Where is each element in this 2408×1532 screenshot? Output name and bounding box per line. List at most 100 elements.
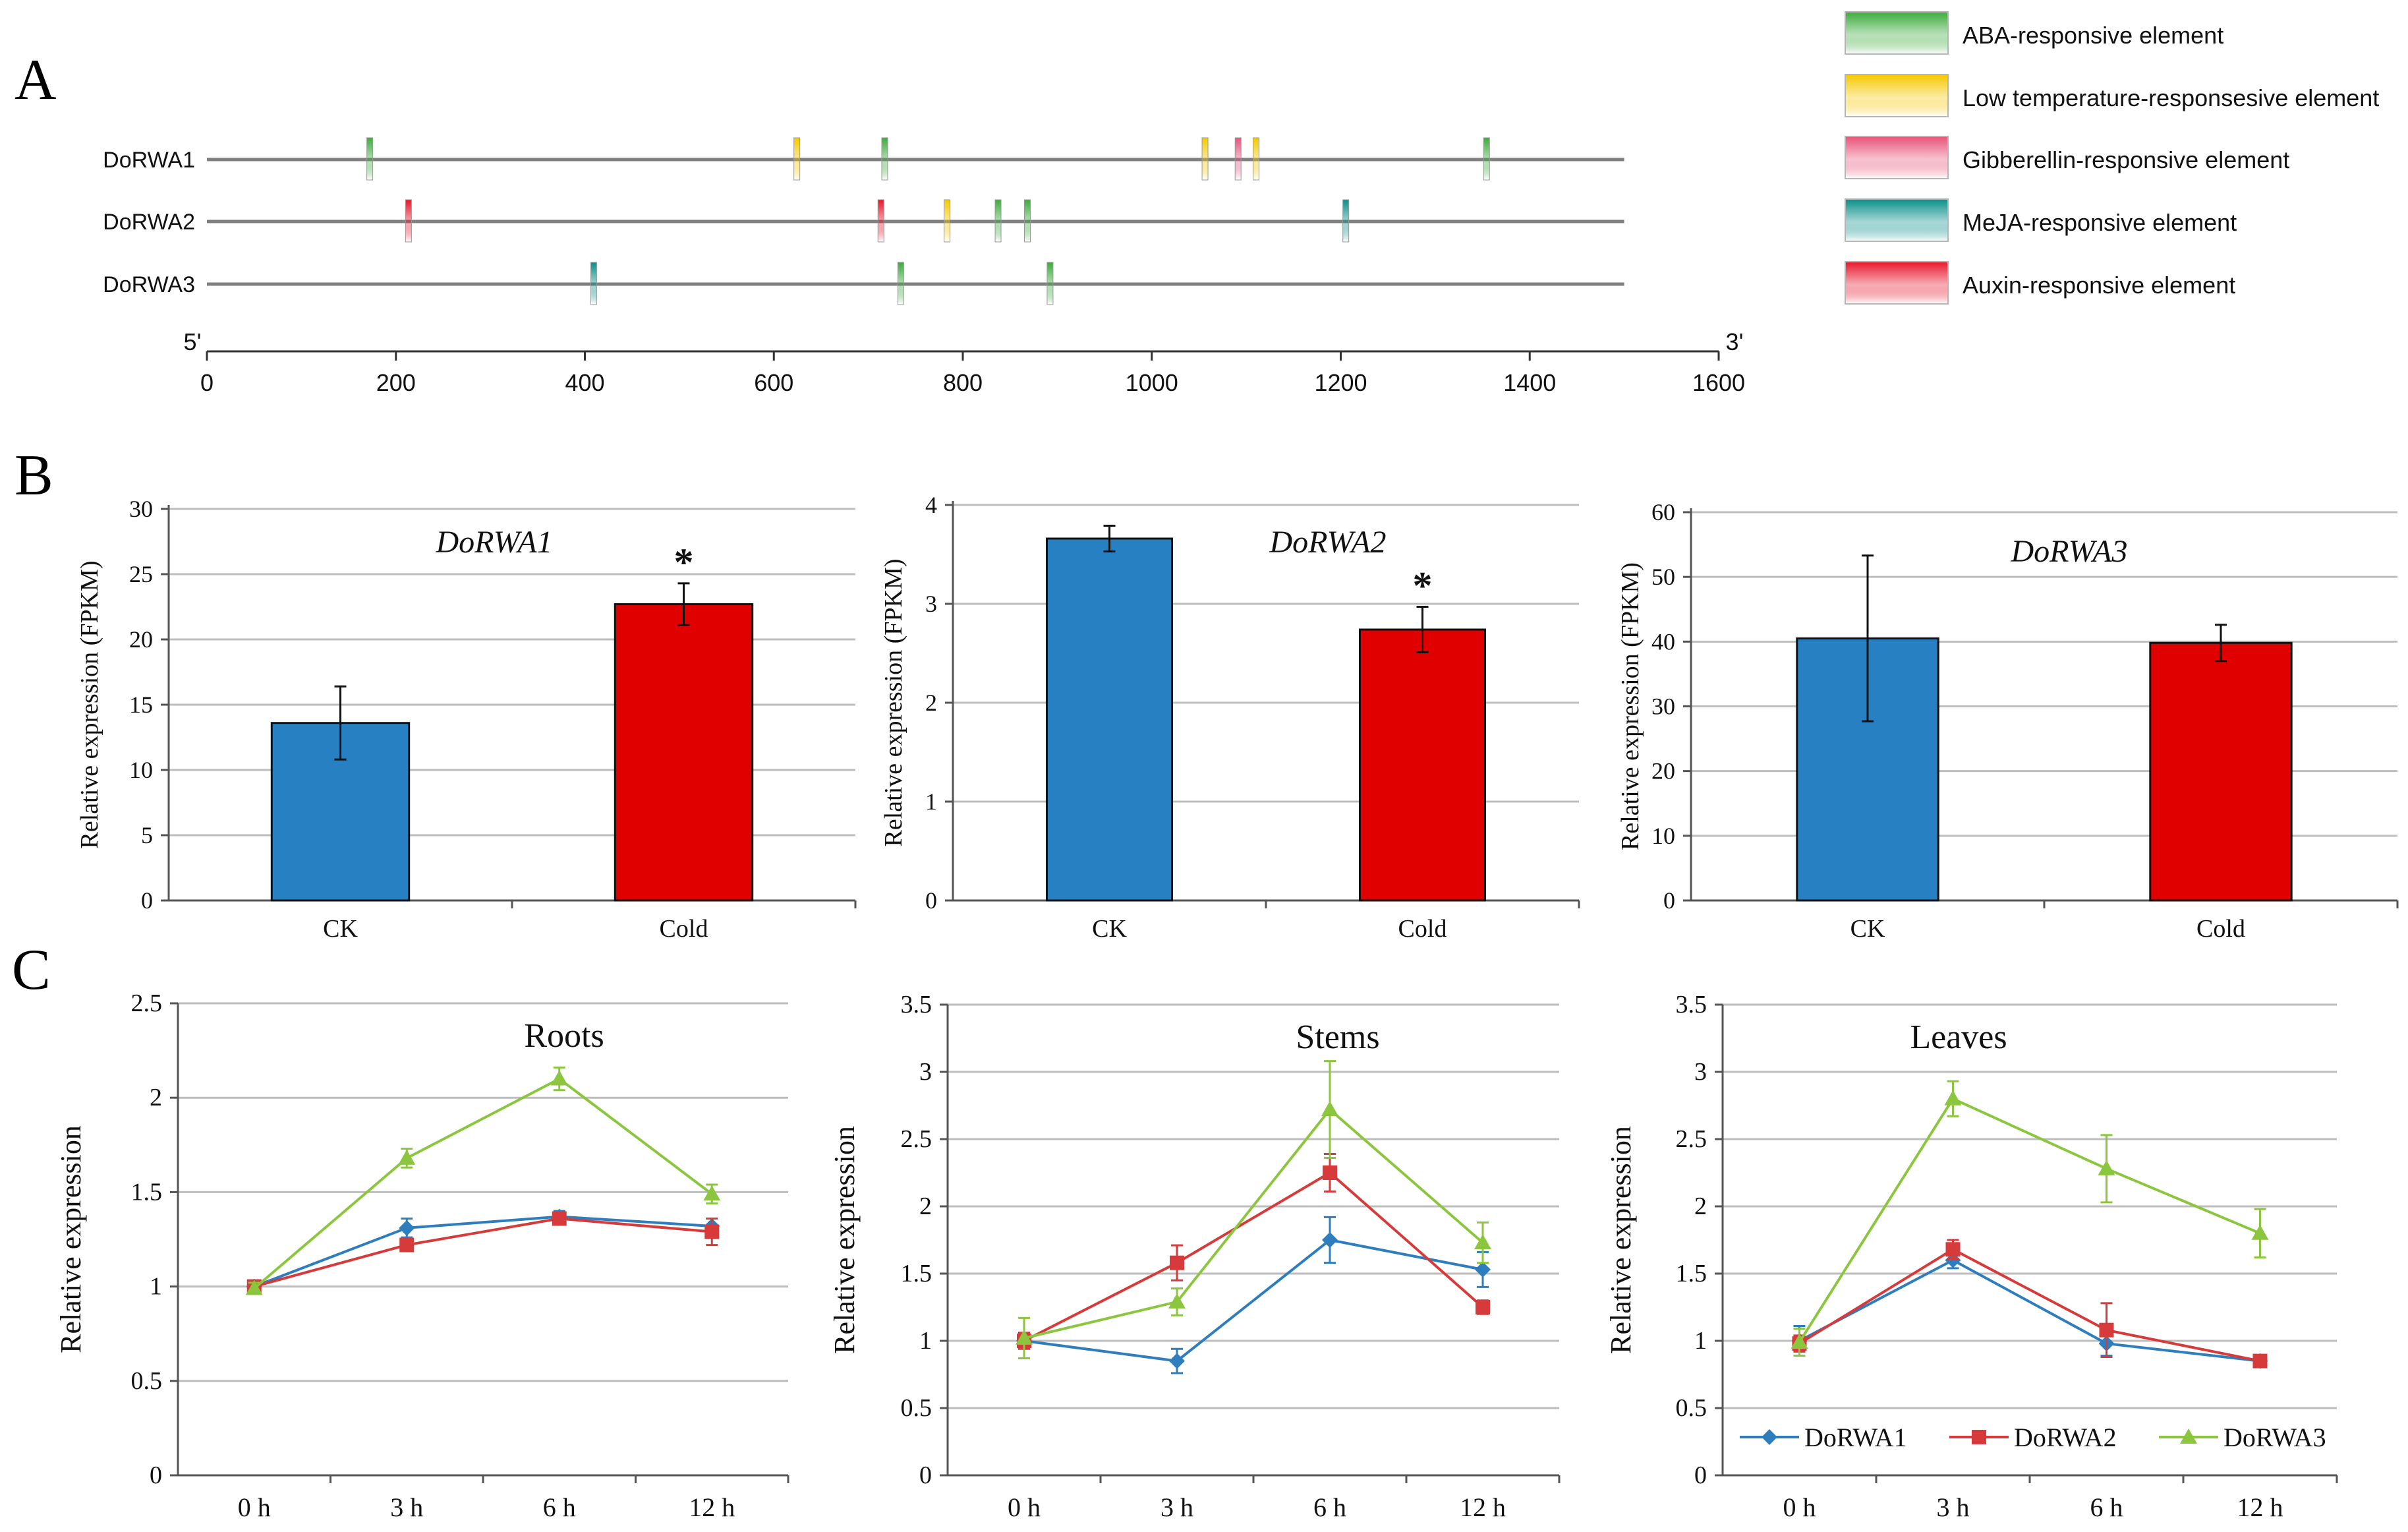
- y-tick-label: 3.5: [901, 991, 932, 1018]
- legend-swatch-auxin: [1845, 261, 1949, 305]
- x-tick-label: CK: [1092, 915, 1127, 943]
- x-tick-label: CK: [323, 915, 358, 943]
- series-line-dorwa3: [1798, 1097, 2261, 1343]
- y-tick-label: 2.5: [901, 1125, 932, 1153]
- element-marker-aba: [994, 199, 1002, 243]
- element-marker-aba: [881, 137, 888, 181]
- data-point-square: [2252, 1353, 2268, 1369]
- data-point-triangle: [550, 1070, 568, 1086]
- y-tick-label: 1: [919, 1327, 932, 1355]
- x-tick-label: 3 h: [390, 1492, 423, 1522]
- y-tick-label: 0: [925, 887, 937, 914]
- panel-label-b: B: [14, 444, 53, 508]
- series-line-dorwa2: [254, 1217, 712, 1288]
- data-point-square: [1945, 1242, 1961, 1257]
- gene-label: DoRWA2: [103, 210, 195, 235]
- data-point-triangle: [245, 1280, 263, 1295]
- y-tick-label: 1.5: [901, 1260, 932, 1287]
- y-tick-label: 15: [129, 692, 153, 718]
- bar-cold: [1359, 628, 1486, 902]
- line-chart-stems: 0 0.5 1 1.5 2 2.5 3 3.5 0 h 3 h 6 h 12 h Stems Relati…: [828, 991, 1561, 1522]
- data-point-square: [2099, 1322, 2114, 1338]
- y-tick-label: 2: [925, 690, 937, 716]
- legend-label: DoRWA2: [2014, 1423, 2117, 1452]
- x-tick-label: Cold: [1398, 915, 1447, 943]
- legend-marker-square: [1972, 1430, 1986, 1444]
- bar-cold: [614, 603, 754, 902]
- legend-swatch-gibberellin: [1845, 136, 1949, 179]
- significance-marker: *: [1413, 564, 1433, 608]
- y-tick-label: 2: [150, 1084, 162, 1111]
- three-prime-label: 3': [1726, 328, 1744, 355]
- data-point-triangle: [1791, 1334, 1808, 1349]
- legend-swatch-meja: [1845, 198, 1949, 242]
- chart-title: Roots: [524, 1017, 604, 1055]
- y-axis-label: Relative expression (FPKM): [76, 561, 103, 849]
- y-tick-label: 4: [925, 492, 937, 518]
- significance-marker: *: [674, 541, 694, 584]
- data-point-diamond: [399, 1220, 415, 1236]
- y-tick-label: 0.5: [131, 1367, 163, 1395]
- data-point-triangle: [1016, 1329, 1033, 1345]
- series-line-dorwa2: [1798, 1247, 2260, 1363]
- y-tick-label: 0: [1694, 1461, 1707, 1489]
- y-tick-label: 1: [1694, 1327, 1707, 1355]
- x-tick-label: 800: [943, 369, 983, 396]
- y-tick-label: 0: [150, 1461, 162, 1489]
- data-point-triangle: [1168, 1293, 1186, 1309]
- data-point-triangle: [398, 1149, 416, 1165]
- element-marker-gibberellin: [1234, 137, 1242, 181]
- data-point-triangle: [2098, 1160, 2115, 1175]
- data-point-triangle: [1321, 1101, 1338, 1117]
- x-tick-label: 0 h: [1783, 1492, 1816, 1522]
- data-point-square: [552, 1211, 567, 1226]
- data-point-square: [1476, 1300, 1490, 1314]
- data-point-square: [704, 1224, 720, 1239]
- y-tick-label: 0: [919, 1461, 932, 1489]
- bar-chart-dorwa3: 0 10 20 30 40 50 60 CK Cold DoRWA3 Relative expres…: [1617, 499, 2399, 943]
- bar-cold: [2149, 641, 2293, 902]
- y-tick-label: 0: [141, 887, 153, 914]
- x-tick-label: 1400: [1503, 369, 1556, 396]
- gene-label: DoRWA3: [103, 272, 195, 297]
- y-tick-label: 3.5: [1676, 991, 1707, 1018]
- x-tick-label: 0: [200, 369, 214, 396]
- y-tick-label: 60: [1651, 499, 1675, 525]
- data-point-triangle: [1944, 1090, 1962, 1105]
- element-marker-low_temp: [944, 199, 951, 243]
- y-tick-label: 2: [919, 1193, 932, 1220]
- y-tick-label: 30: [1651, 693, 1675, 720]
- chart-title: Leaves: [1910, 1018, 2007, 1056]
- bar-ck: [1046, 537, 1173, 902]
- y-axis-label: Relative expression (FPKM): [880, 559, 907, 847]
- y-tick-label: 1.5: [1676, 1260, 1707, 1287]
- legend-marker-triangle: [2180, 1429, 2197, 1444]
- y-tick-label: 50: [1651, 564, 1675, 590]
- element-marker-aba: [1046, 262, 1054, 305]
- x-tick-label: 12 h: [2237, 1492, 2283, 1522]
- x-tick-label: 12 h: [1460, 1492, 1506, 1522]
- element-marker-auxin: [877, 199, 884, 243]
- data-point-square: [1170, 1255, 1184, 1270]
- legend-label: Auxin-responsive element: [1963, 272, 2235, 299]
- element-marker-auxin: [405, 199, 412, 243]
- x-tick-label: Cold: [2196, 915, 2245, 943]
- y-tick-label: 2.5: [131, 989, 163, 1017]
- panel-label-c: C: [12, 938, 51, 1002]
- data-point-diamond: [1475, 1261, 1491, 1278]
- legend-swatch-aba: [1845, 11, 1949, 55]
- y-tick-label: 2.5: [1676, 1125, 1707, 1153]
- data-point-square: [399, 1237, 415, 1252]
- y-tick-label: 1.5: [131, 1178, 163, 1206]
- x-tick-label: 6 h: [543, 1492, 576, 1522]
- data-point-triangle: [2251, 1224, 2269, 1240]
- data-point-square: [1323, 1165, 1337, 1180]
- legend-label: Gibberellin-responsive element: [1963, 146, 2289, 173]
- legend-label: ABA-responsive element: [1963, 22, 2223, 49]
- element-marker-aba: [1023, 199, 1031, 243]
- element-marker-aba: [897, 262, 904, 305]
- element-marker-low_temp: [1201, 137, 1209, 181]
- y-tick-label: 30: [129, 496, 153, 522]
- y-tick-label: 10: [1651, 823, 1675, 849]
